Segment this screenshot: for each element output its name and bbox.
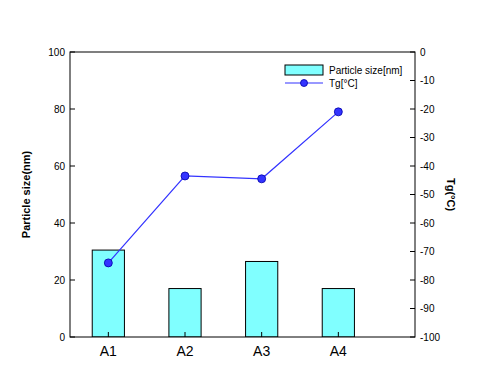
marks [92,108,354,337]
y2-tick-label: 0 [420,47,426,58]
y2-tick-label: -30 [420,132,435,143]
y2-tick [410,337,415,338]
bar [169,289,201,337]
y-tick [70,280,75,281]
y2-tick [410,137,415,138]
legend-label: Particle size[nm] [329,65,403,76]
chart-root: 020406080100-100-90-80-70-60-50-40-30-20… [0,0,484,384]
y2-tick-label: -10 [420,75,435,86]
legend-swatch [285,65,323,75]
y2-tick-label: -40 [420,161,435,172]
y2-tick [410,223,415,224]
legend: Particle size[nm] Tg[°C] [285,65,403,89]
plot-frame [70,52,415,337]
y-tick [70,52,75,53]
bar [92,250,124,337]
y-tick-label: 20 [54,275,66,286]
y2-tick-label: -90 [420,303,435,314]
y-tick-label: 80 [54,104,66,115]
y2-axis-label: Tg(°C) [445,178,457,211]
y2-tick [410,251,415,252]
x-tick [261,332,262,337]
y2-tick [410,280,415,281]
y-tick-label: 40 [54,218,66,229]
bar [322,289,354,337]
x-tick [338,332,339,337]
y2-tick [410,194,415,195]
x-tick-label: A1 [100,343,117,359]
y-tick-label: 60 [54,161,66,172]
y2-tick-label: -60 [420,218,435,229]
y2-tick [410,109,415,110]
legend-marker [301,80,308,87]
y2-tick [410,308,415,309]
y-tick [70,223,75,224]
x-tick-label: A2 [176,343,193,359]
y-tick [70,166,75,167]
x-tick [185,332,186,337]
marker [258,175,266,183]
y-tick-label: 0 [59,332,65,343]
y-tick-label: 100 [48,47,65,58]
bar [246,261,278,337]
y-tick [70,337,75,338]
y2-tick [410,166,415,167]
y2-tick-label: -70 [420,246,435,257]
x-tick-label: A3 [253,343,270,359]
marker [334,108,342,116]
y2-tick [410,52,415,53]
y2-tick-label: -20 [420,104,435,115]
y2-tick-label: -100 [420,332,440,343]
chart-svg: 020406080100-100-90-80-70-60-50-40-30-20… [0,0,484,384]
line [108,112,338,263]
x-tick-label: A4 [330,343,347,359]
y-axis-label: Particle size(nm) [20,150,32,238]
y2-tick-label: -80 [420,275,435,286]
marker [104,259,112,267]
x-tick [108,332,109,337]
legend-label: Tg[°C] [329,78,358,89]
marker [181,172,189,180]
y2-tick [410,80,415,81]
y-tick [70,109,75,110]
y2-tick-label: -50 [420,189,435,200]
